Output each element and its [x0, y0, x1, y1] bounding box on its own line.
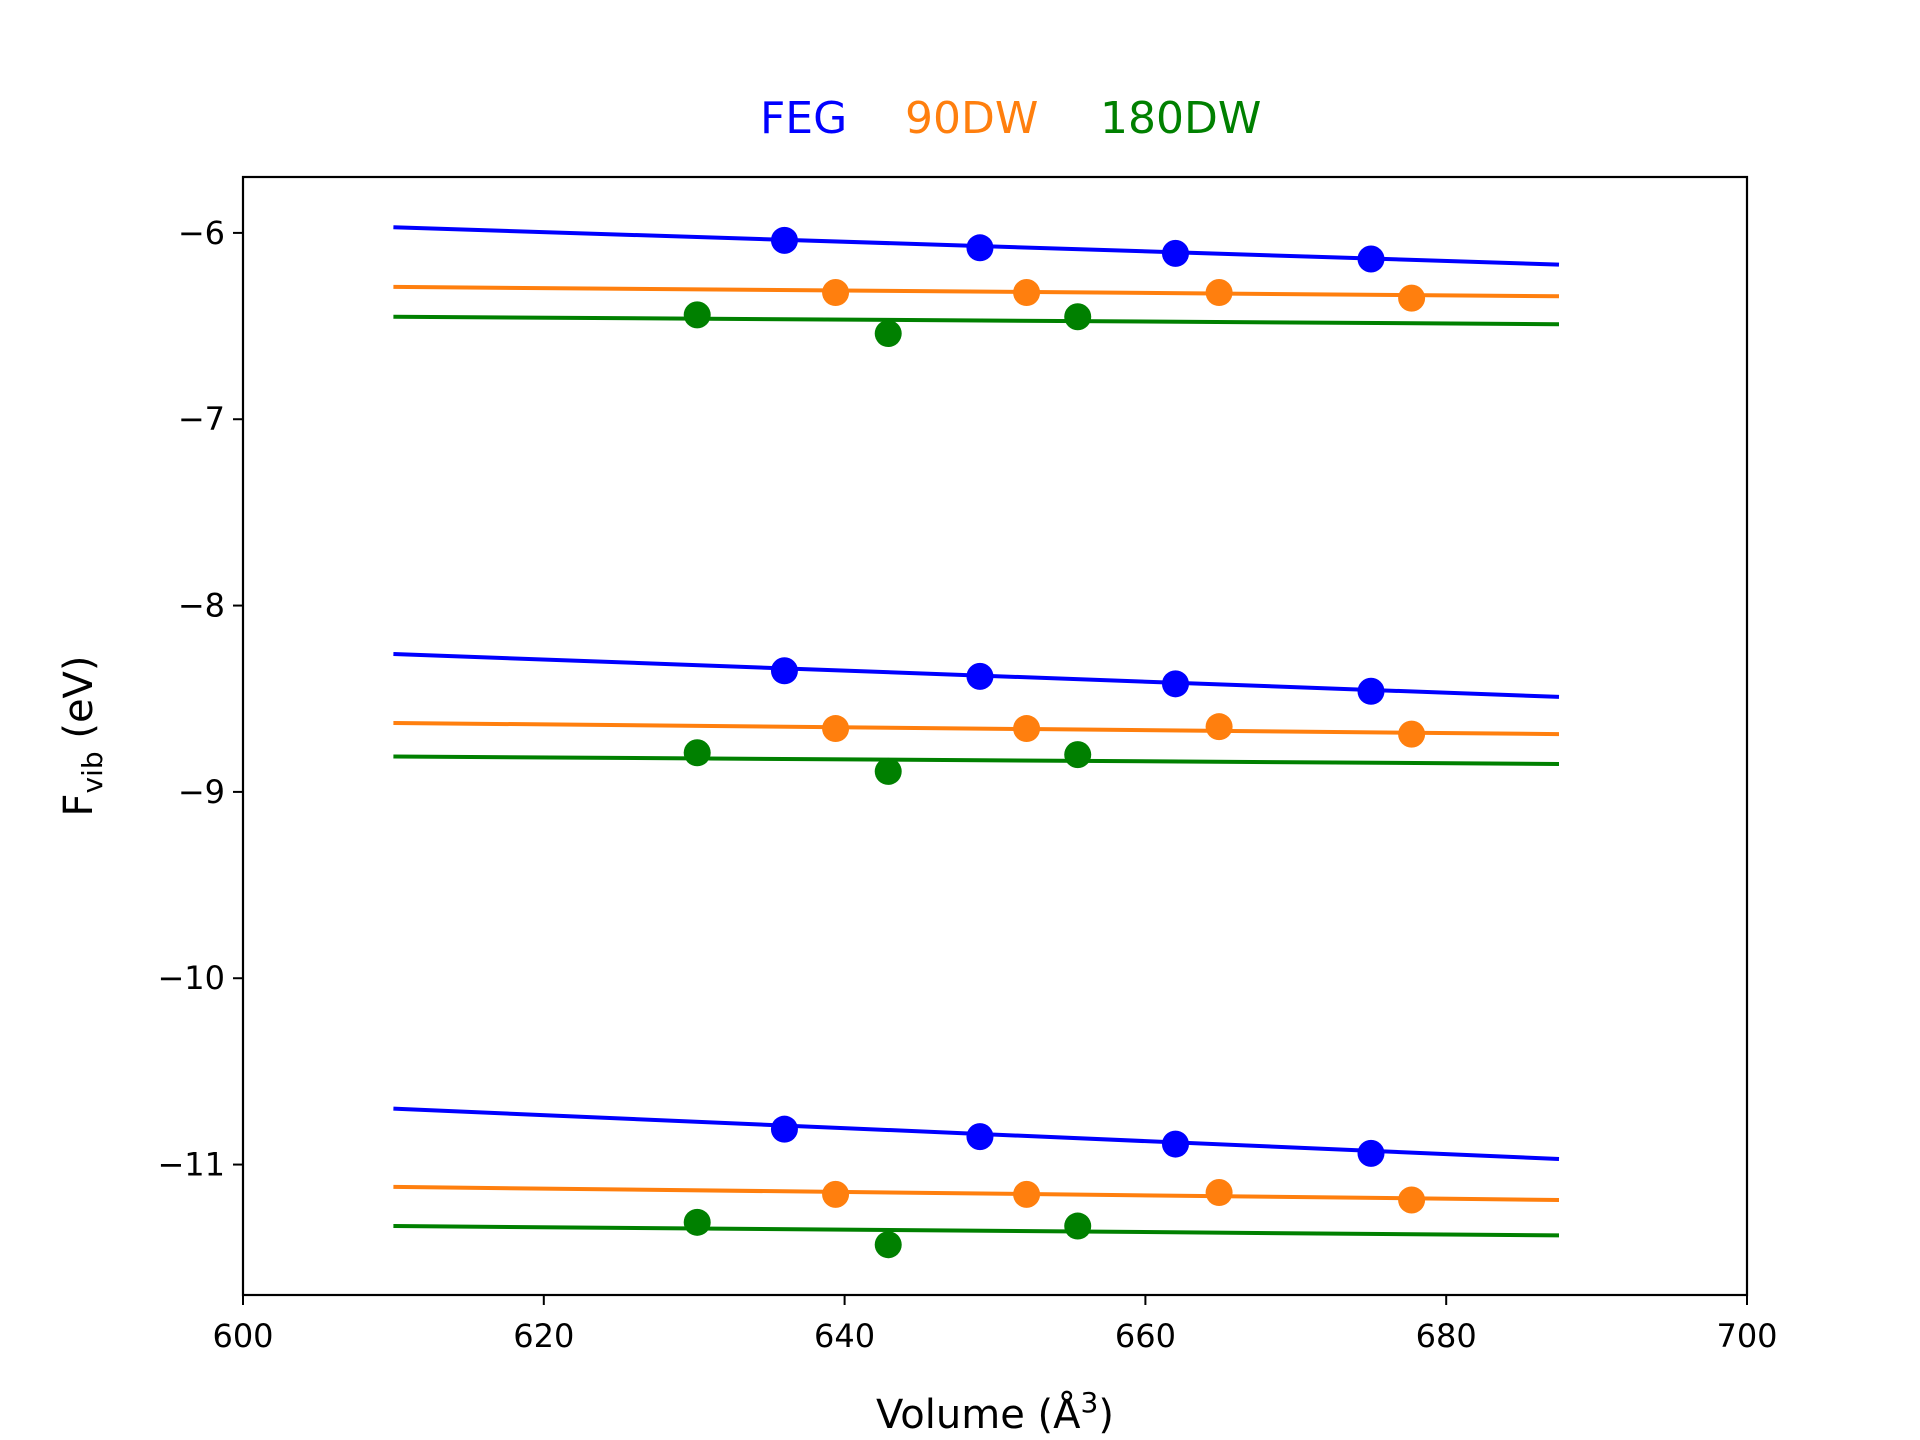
data-point-feg-3-3 — [1161, 1130, 1189, 1158]
x-axis-title: Volume (Å3) — [876, 1386, 1114, 1438]
fit-line-90dw-2 — [393, 720, 1560, 737]
data-point-180dw-1-1 — [683, 301, 711, 329]
legend-label-feg: FEG — [760, 93, 847, 144]
fit-line-180dw-2 — [393, 754, 1560, 766]
data-point-feg-1-4 — [1357, 245, 1385, 273]
y-tick-label-7: −7 — [178, 400, 225, 438]
data-point-feg-2-4 — [1357, 677, 1385, 705]
x-tick-label-600: 600 — [212, 1317, 273, 1355]
y-axis-title: Fvib (eV) — [56, 655, 109, 816]
data-point-90dw-3-1 — [822, 1180, 850, 1208]
y-tick-label-9: −9 — [178, 773, 225, 811]
fit-line-90dw-1 — [393, 284, 1560, 299]
fit-line-180dw-3 — [393, 1224, 1560, 1238]
data-point-180dw-2-2 — [874, 757, 902, 785]
data-point-90dw-1-2 — [1013, 279, 1041, 307]
data-point-90dw-3-4 — [1398, 1186, 1426, 1214]
data-point-feg-2-1 — [770, 657, 798, 685]
x-tick-label-700: 700 — [1716, 1317, 1777, 1355]
series-layer — [393, 225, 1560, 1259]
data-point-feg-2-3 — [1161, 670, 1189, 698]
x-axis-title-superscript: 3 — [1081, 1386, 1099, 1419]
data-point-90dw-2-2 — [1013, 715, 1041, 743]
data-point-90dw-2-4 — [1398, 720, 1426, 748]
data-point-90dw-3-3 — [1205, 1179, 1233, 1207]
x-tick-label-660: 660 — [1115, 1317, 1176, 1355]
data-point-180dw-2-1 — [683, 739, 711, 767]
fit-line-180dw-1 — [393, 314, 1560, 327]
data-point-180dw-3-1 — [683, 1208, 711, 1236]
legend: FEG 90DW 180DW — [760, 93, 1261, 144]
x-axis: 600 620 640 660 680 700 — [212, 1295, 1778, 1355]
legend-label-90dw: 90DW — [905, 93, 1038, 144]
x-tick-label-680: 680 — [1416, 1317, 1477, 1355]
data-point-180dw-1-3 — [1064, 303, 1092, 331]
y-axis: −6 −7 −8 −9 −10 −11 — [157, 214, 243, 1184]
data-point-90dw-1-3 — [1205, 279, 1233, 307]
data-point-feg-1-3 — [1161, 239, 1189, 267]
data-point-feg-2-2 — [966, 662, 994, 690]
y-axis-title-subscript: vib — [76, 751, 109, 793]
data-point-90dw-1-1 — [822, 279, 850, 307]
x-tick-label-620: 620 — [513, 1317, 574, 1355]
fit-line-90dw-3 — [393, 1184, 1560, 1202]
data-point-180dw-3-3 — [1064, 1212, 1092, 1240]
legend-label-180dw: 180DW — [1100, 93, 1261, 144]
data-point-feg-1-1 — [770, 226, 798, 254]
x-axis-title-text: Volume (Å — [876, 1390, 1081, 1438]
y-tick-label-10: −10 — [157, 959, 225, 997]
y-tick-label-11: −11 — [157, 1146, 225, 1184]
y-tick-label-6: −6 — [178, 214, 225, 252]
data-point-feg-1-2 — [966, 234, 994, 262]
data-point-180dw-1-2 — [874, 320, 902, 348]
data-point-feg-3-4 — [1357, 1139, 1385, 1167]
y-tick-label-8: −8 — [178, 587, 225, 625]
plot-area-frame — [241, 175, 1749, 1297]
y-axis-title-unit: (eV) — [56, 655, 102, 751]
x-axis-title-close: ) — [1098, 1392, 1114, 1438]
data-point-90dw-1-4 — [1398, 284, 1426, 312]
data-point-90dw-2-3 — [1205, 713, 1233, 741]
data-point-feg-3-1 — [770, 1115, 798, 1143]
data-point-90dw-2-1 — [822, 715, 850, 743]
data-point-180dw-2-3 — [1064, 741, 1092, 769]
data-point-180dw-3-2 — [874, 1231, 902, 1259]
x-tick-label-640: 640 — [814, 1317, 875, 1355]
y-axis-title-text: F — [56, 794, 102, 817]
data-point-90dw-3-2 — [1013, 1180, 1041, 1208]
data-point-feg-3-2 — [966, 1123, 994, 1151]
